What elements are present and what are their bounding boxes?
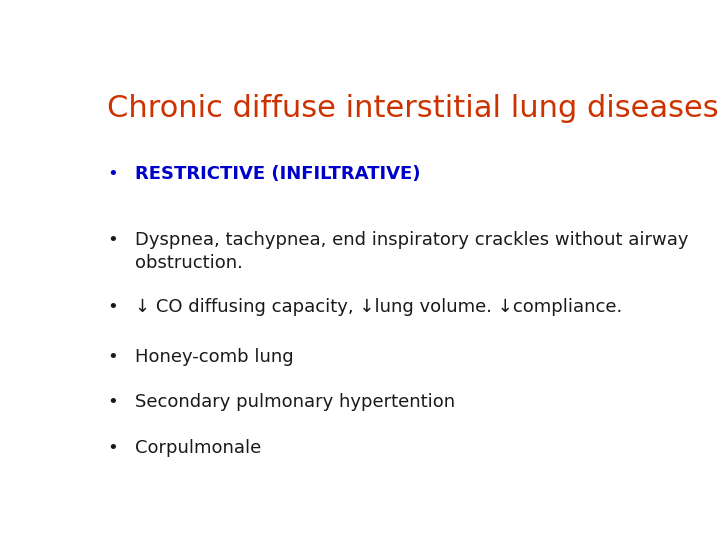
Text: •: •	[107, 348, 117, 366]
Text: •: •	[107, 393, 117, 411]
Text: •: •	[107, 298, 117, 316]
Text: Dyspnea, tachypnea, end inspiratory crackles without airway
obstruction.: Dyspnea, tachypnea, end inspiratory crac…	[135, 231, 688, 272]
Text: •: •	[107, 165, 117, 183]
Text: Secondary pulmonary hypertention: Secondary pulmonary hypertention	[135, 393, 455, 411]
Text: Corpulmonale: Corpulmonale	[135, 439, 261, 457]
Text: ↓ CO diffusing capacity, ↓lung volume. ↓compliance.: ↓ CO diffusing capacity, ↓lung volume. ↓…	[135, 298, 622, 316]
Text: RESTRICTIVE (INFILTRATIVE): RESTRICTIVE (INFILTRATIVE)	[135, 165, 420, 183]
Text: •: •	[107, 439, 117, 457]
Text: •: •	[107, 231, 117, 249]
Text: Chronic diffuse interstitial lung diseases: Chronic diffuse interstitial lung diseas…	[107, 94, 719, 123]
Text: Honey-comb lung: Honey-comb lung	[135, 348, 293, 366]
